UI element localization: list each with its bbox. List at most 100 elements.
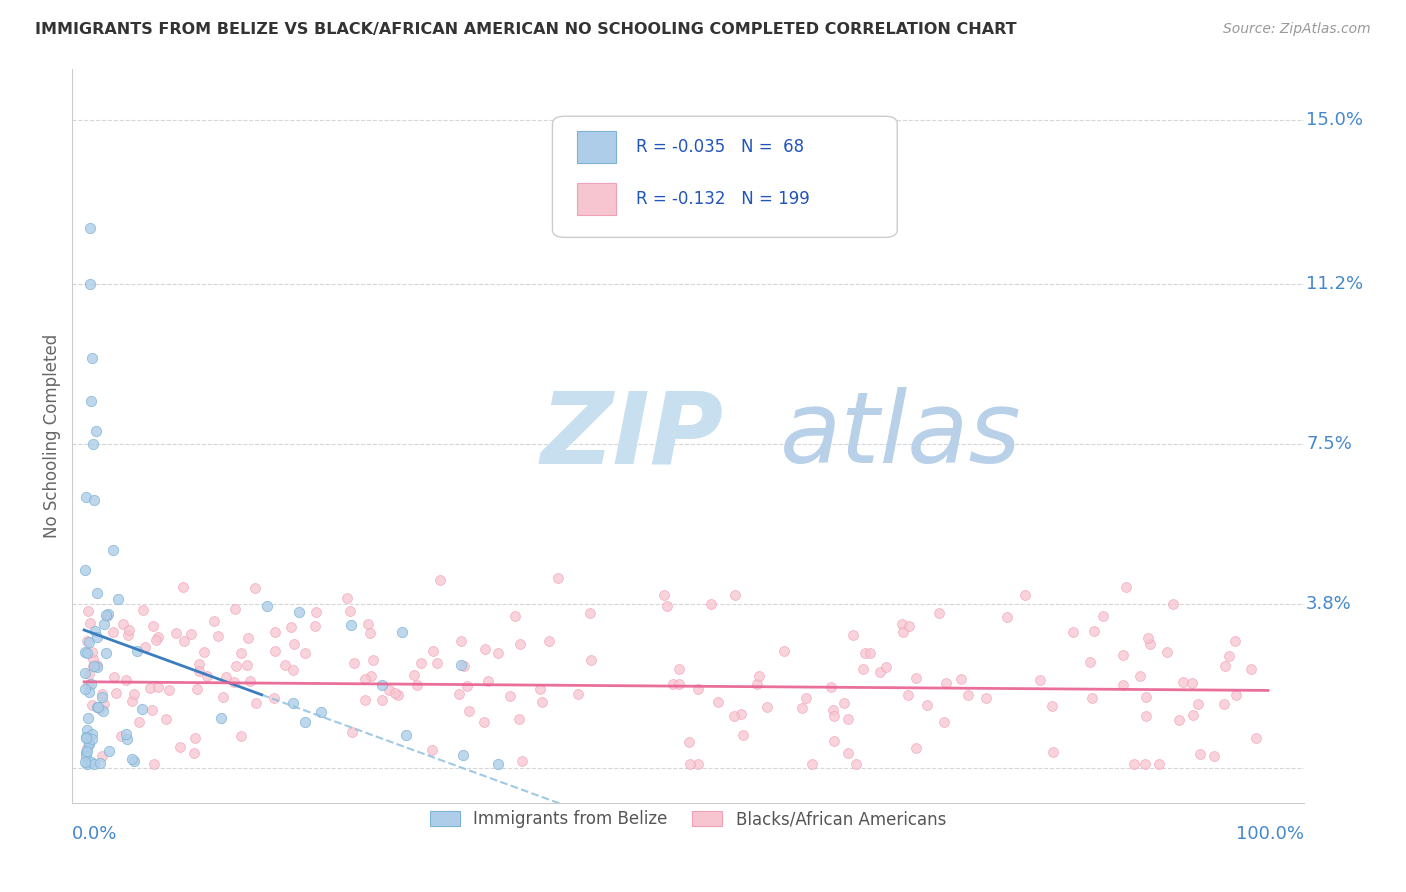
Point	[139, 681, 162, 695]
Point	[83, 624, 105, 638]
Point	[281, 664, 304, 678]
Point	[935, 676, 957, 690]
Point	[1062, 625, 1084, 640]
Point	[82, 659, 104, 673]
Point	[142, 619, 165, 633]
Point	[105, 685, 128, 699]
Point	[657, 599, 679, 613]
Point	[75, 665, 97, 680]
Point	[103, 670, 125, 684]
Point	[794, 690, 817, 705]
Point	[451, 748, 474, 763]
Point	[932, 715, 955, 730]
Point	[652, 588, 675, 602]
Point	[76, 490, 98, 504]
Point	[76, 678, 98, 692]
Point	[96, 607, 118, 622]
Point	[339, 604, 361, 618]
Point	[1225, 689, 1247, 703]
Point	[567, 687, 589, 701]
Point	[229, 729, 252, 743]
Point	[361, 653, 384, 667]
Point	[354, 693, 377, 707]
Point	[823, 734, 845, 748]
Point	[453, 658, 475, 673]
Point	[77, 666, 100, 681]
Point	[294, 715, 316, 730]
Point	[1129, 669, 1152, 683]
Point	[183, 746, 205, 760]
Point	[143, 756, 166, 771]
Point	[91, 704, 114, 718]
Point	[378, 683, 401, 698]
Point	[256, 599, 278, 613]
Point	[678, 734, 700, 748]
Point	[187, 664, 209, 678]
Point	[823, 709, 845, 723]
Point	[956, 688, 979, 702]
Point	[80, 645, 103, 659]
Text: ZIP: ZIP	[540, 387, 723, 484]
Point	[212, 690, 235, 705]
Point	[1213, 659, 1236, 673]
Point	[86, 659, 108, 673]
Point	[76, 744, 98, 758]
Point	[239, 674, 262, 689]
Point	[387, 688, 409, 702]
Legend: Immigrants from Belize, Blacks/African Americans: Immigrants from Belize, Blacks/African A…	[423, 804, 953, 835]
Point	[157, 682, 180, 697]
Point	[1115, 580, 1137, 594]
Point	[1156, 645, 1178, 659]
Point	[236, 658, 259, 673]
Text: 0.0%: 0.0%	[72, 825, 118, 843]
Point	[1029, 673, 1052, 688]
Point	[359, 626, 381, 640]
Point	[668, 676, 690, 690]
Point	[110, 729, 132, 743]
Point	[77, 735, 100, 749]
Point	[117, 628, 139, 642]
Point	[84, 425, 107, 439]
Point	[141, 703, 163, 717]
Point	[745, 677, 768, 691]
Point	[1135, 708, 1157, 723]
Point	[122, 687, 145, 701]
Point	[93, 698, 115, 712]
Point	[679, 756, 702, 771]
Point	[83, 756, 105, 771]
Point	[264, 624, 287, 639]
Point	[748, 669, 770, 683]
Point	[165, 625, 187, 640]
Point	[274, 657, 297, 672]
FancyBboxPatch shape	[553, 116, 897, 237]
Text: 7.5%: 7.5%	[1306, 435, 1353, 453]
Point	[472, 715, 495, 730]
Point	[855, 646, 877, 660]
Point	[1212, 697, 1234, 711]
Point	[756, 699, 779, 714]
Point	[263, 690, 285, 705]
Point	[723, 709, 745, 723]
Point	[1223, 634, 1246, 648]
Point	[1240, 662, 1263, 676]
Point	[530, 695, 553, 709]
Point	[173, 580, 195, 594]
Point	[86, 630, 108, 644]
Point	[288, 605, 311, 619]
Point	[450, 658, 472, 673]
Point	[1202, 749, 1225, 764]
Point	[82, 727, 104, 741]
Point	[869, 665, 891, 679]
Point	[343, 656, 366, 670]
Point	[340, 618, 363, 632]
Point	[508, 712, 530, 726]
Point	[1181, 675, 1204, 690]
Point	[905, 740, 928, 755]
Point	[93, 617, 115, 632]
Point	[730, 706, 752, 721]
Point	[1133, 756, 1156, 771]
Point	[101, 543, 124, 558]
Point	[371, 693, 394, 707]
Point	[477, 674, 499, 689]
Point	[897, 688, 920, 702]
